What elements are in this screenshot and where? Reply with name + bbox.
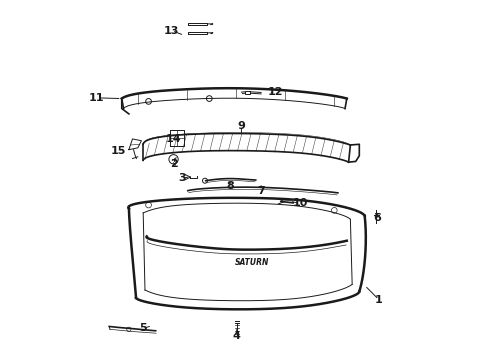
Text: 2: 2 <box>170 159 177 169</box>
Text: 11: 11 <box>89 93 104 103</box>
Text: 8: 8 <box>227 181 235 192</box>
Text: 14: 14 <box>166 134 181 144</box>
Text: 5: 5 <box>139 323 147 333</box>
Text: 3: 3 <box>179 173 186 183</box>
Text: 10: 10 <box>293 198 308 208</box>
Text: SATURN: SATURN <box>235 258 270 267</box>
Bar <box>245 91 250 94</box>
Text: 4: 4 <box>232 332 240 342</box>
Text: 6: 6 <box>373 212 381 222</box>
Text: 15: 15 <box>111 147 126 157</box>
Text: 7: 7 <box>257 186 265 196</box>
Text: 13: 13 <box>164 26 179 36</box>
Text: 1: 1 <box>375 295 383 305</box>
Text: 12: 12 <box>268 87 283 98</box>
Text: 9: 9 <box>238 121 245 131</box>
